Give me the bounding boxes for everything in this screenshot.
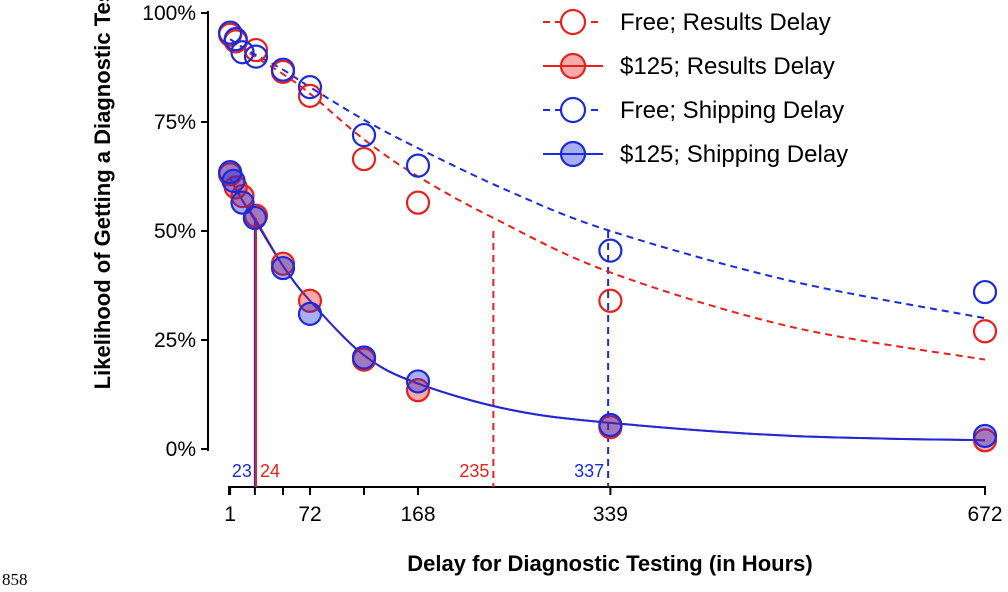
data-point (405, 190, 431, 215)
data-point (297, 301, 323, 326)
data-point (972, 423, 998, 449)
legend-label: Free; Shipping Delay (620, 97, 844, 124)
legend-marker (559, 140, 587, 168)
fit-line (229, 38, 986, 320)
y-tick-label: 25% (154, 329, 196, 352)
fit-line (229, 38, 986, 361)
data-point (598, 238, 623, 263)
x-tick-label: 672 (967, 503, 1002, 526)
annotation-label: 337 (574, 461, 604, 481)
data-point (270, 59, 296, 84)
legend-marker (559, 52, 587, 80)
annotations: 23 24 235 337 (232, 217, 610, 487)
data-point (297, 288, 323, 313)
y-tick-label: 100% (142, 2, 196, 25)
legend-marker (559, 8, 587, 36)
data-point (351, 146, 377, 172)
data-point (270, 57, 296, 82)
page-number: 858 (2, 570, 28, 589)
legend-marker (559, 96, 587, 124)
data-point (243, 37, 269, 63)
data-point (405, 378, 431, 403)
legend-label: $125; Shipping Delay (620, 141, 848, 168)
data-point (297, 83, 323, 108)
annotation-label: 23 (232, 461, 252, 481)
legend-label: $125; Results Delay (620, 53, 835, 80)
data-point (972, 319, 998, 344)
y-axis-title: Likelihood of Getting a Diagnostic Test (90, 0, 115, 389)
legend-label: Free; Results Delay (620, 9, 831, 36)
data-points (218, 20, 998, 453)
annotation-label: 24 (260, 461, 280, 481)
data-point (221, 168, 246, 193)
annotation-label: 235 (459, 461, 489, 481)
data-point (405, 153, 431, 178)
y-tick-label: 75% (154, 111, 196, 134)
x-tick-label: 339 (593, 503, 628, 526)
fit-line (229, 178, 986, 442)
data-point (243, 44, 269, 69)
x-tick-label: 168 (400, 503, 435, 526)
data-point (351, 345, 377, 370)
x-axis-title: Delay for Diagnostic Testing (in Hours) (407, 551, 812, 576)
y-axis: 0% 25% 50% 75% 100% (142, 2, 209, 461)
x-tick-label: 1 (224, 503, 236, 526)
data-point (218, 20, 243, 45)
data-point (351, 122, 377, 148)
data-point (297, 75, 323, 100)
y-tick-label: 50% (154, 220, 196, 243)
legend: Free; Results Delay $125; Results Delay Fr… (543, 8, 848, 168)
x-tick-label: 72 (298, 503, 321, 526)
data-point (270, 255, 296, 281)
data-point (223, 27, 248, 52)
data-point (972, 279, 998, 305)
data-point (405, 369, 431, 394)
data-point (230, 40, 255, 65)
x-axis: 1 72 168 339 672 (224, 486, 1003, 526)
data-point (598, 288, 623, 313)
data-point (598, 412, 623, 438)
data-point (242, 205, 267, 231)
fit-lines (229, 38, 986, 442)
y-tick-label: 0% (166, 438, 196, 461)
